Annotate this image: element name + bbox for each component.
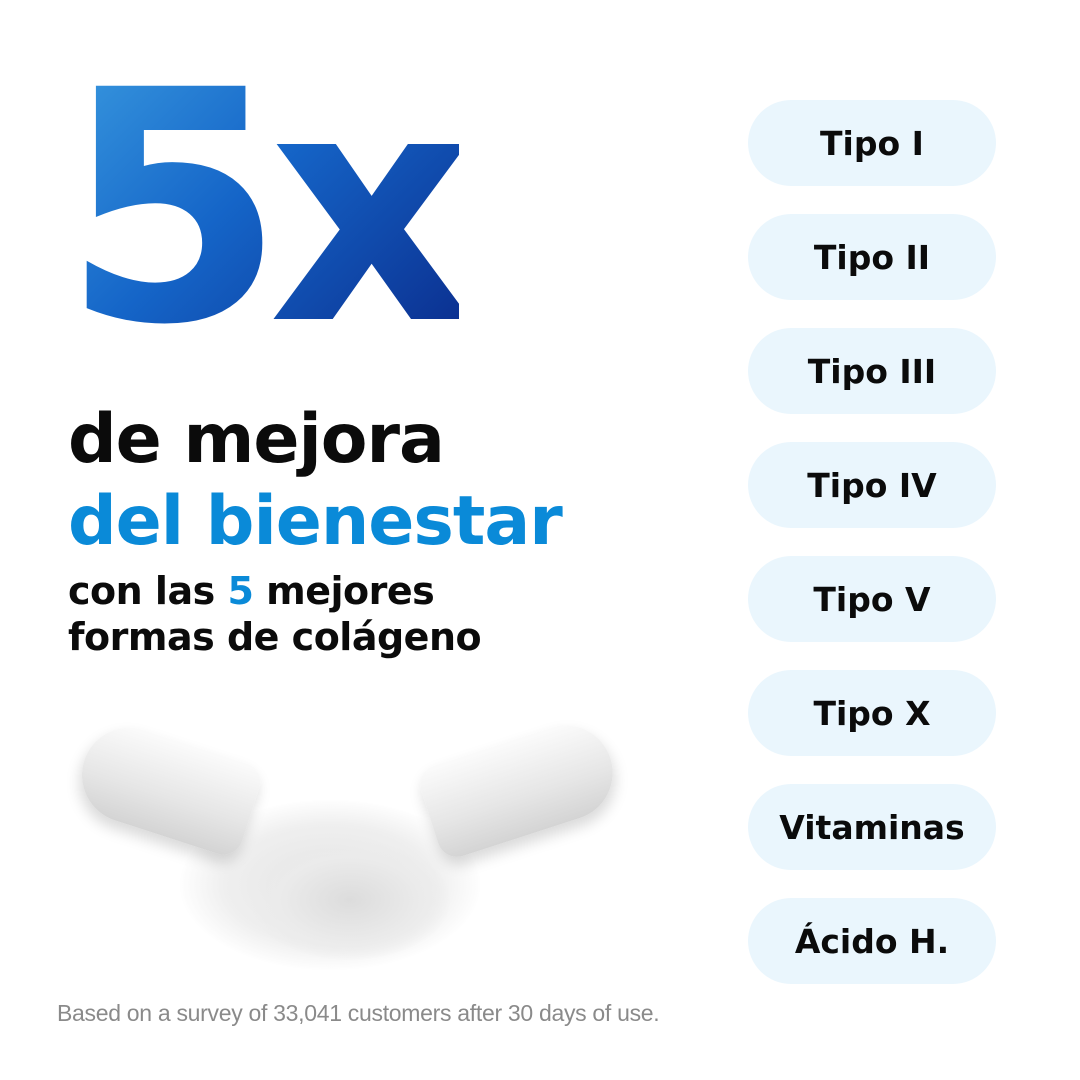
subheadline-pre: con las [68, 569, 228, 613]
headline-line-2: del bienestar [68, 482, 563, 561]
pill-tipo-x: Tipo X [748, 670, 996, 756]
pill-tipo-i: Tipo I [748, 100, 996, 186]
capsule-left [69, 715, 266, 860]
pill-tipo-iv: Tipo IV [748, 442, 996, 528]
subheadline: con las 5 mejores formas de colágeno [68, 568, 482, 660]
five-x-headline: 5x [62, 23, 475, 395]
pill-tipo-ii: Tipo II [748, 214, 996, 300]
survey-footnote: Based on a survey of 33,041 customers af… [57, 1000, 660, 1026]
pill-acido-h: Ácido H. [748, 898, 996, 984]
powder-center [250, 840, 450, 960]
pill-tipo-iii: Tipo III [748, 328, 996, 414]
pill-vitaminas: Vitaminas [748, 784, 996, 870]
subheadline-line-2: formas de colágeno [68, 615, 482, 659]
subheadline-highlight: 5 [227, 569, 254, 613]
capsule-right [414, 712, 626, 863]
pill-tipo-v: Tipo V [748, 556, 996, 642]
headline-line-1: de mejora [68, 400, 445, 479]
subheadline-post: mejores [253, 569, 435, 613]
